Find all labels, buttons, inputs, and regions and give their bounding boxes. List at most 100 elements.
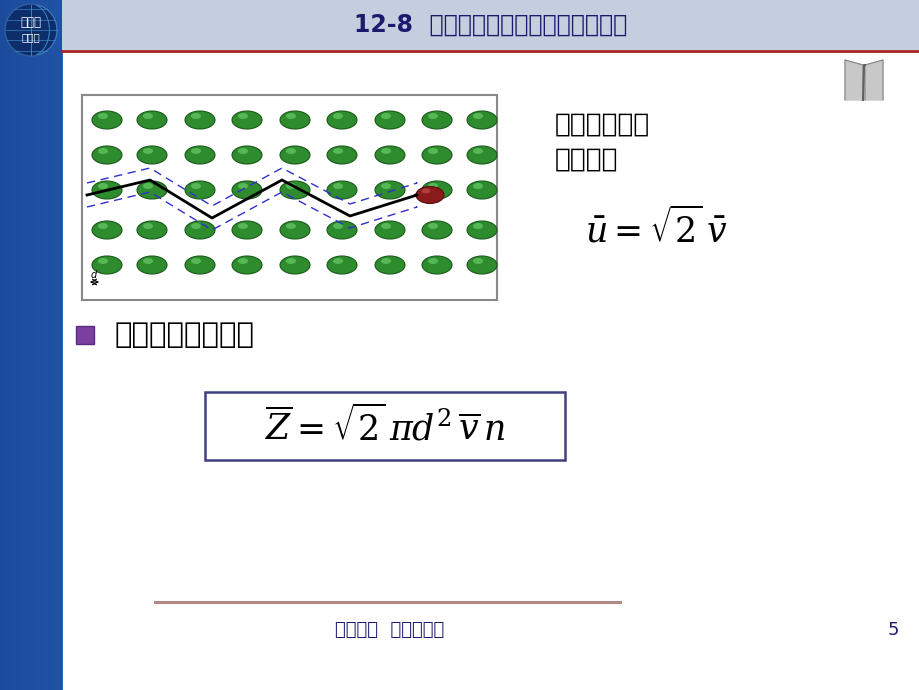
Text: 第五版: 第五版: [22, 32, 40, 42]
Polygon shape: [844, 60, 862, 100]
Ellipse shape: [98, 113, 108, 119]
Ellipse shape: [92, 181, 122, 199]
Ellipse shape: [279, 181, 310, 199]
Ellipse shape: [185, 111, 215, 129]
Text: $\overline{Z} = \sqrt{2}\,\pi d^2\,\overline{v}\,n$: $\overline{Z} = \sqrt{2}\,\pi d^2\,\over…: [265, 405, 505, 447]
Text: 分子平均碰撞次数: 分子平均碰撞次数: [115, 321, 255, 349]
Bar: [2, 0, 4, 690]
Ellipse shape: [380, 223, 391, 229]
Bar: [51, 0, 53, 690]
Text: $d$: $d$: [90, 268, 98, 280]
Ellipse shape: [427, 183, 437, 189]
Ellipse shape: [333, 258, 343, 264]
Bar: [205, 392, 564, 460]
Ellipse shape: [326, 111, 357, 129]
Ellipse shape: [380, 183, 391, 189]
Ellipse shape: [238, 148, 248, 154]
Ellipse shape: [142, 258, 153, 264]
Ellipse shape: [467, 256, 496, 274]
Bar: [43, 0, 46, 690]
Ellipse shape: [375, 181, 404, 199]
Bar: [18, 0, 21, 690]
Bar: [32, 0, 35, 690]
Ellipse shape: [238, 183, 248, 189]
Bar: [34, 0, 37, 690]
Ellipse shape: [142, 113, 153, 119]
Bar: [9, 0, 12, 690]
Ellipse shape: [92, 256, 122, 274]
Ellipse shape: [472, 148, 482, 154]
Bar: [20, 0, 23, 690]
Ellipse shape: [191, 223, 200, 229]
Ellipse shape: [286, 258, 296, 264]
Bar: [56, 0, 58, 690]
Ellipse shape: [92, 111, 122, 129]
Ellipse shape: [333, 223, 343, 229]
Bar: [48, 0, 51, 690]
Bar: [3, 0, 6, 690]
Bar: [36, 0, 39, 690]
Ellipse shape: [191, 113, 200, 119]
Bar: [40, 0, 43, 690]
Ellipse shape: [380, 258, 391, 264]
Bar: [16, 0, 18, 690]
Ellipse shape: [427, 113, 437, 119]
Bar: [39, 0, 41, 690]
Bar: [11, 0, 14, 690]
Bar: [25, 0, 28, 690]
Ellipse shape: [467, 146, 496, 164]
Ellipse shape: [326, 256, 357, 274]
Ellipse shape: [185, 256, 215, 274]
Bar: [47, 0, 49, 690]
Ellipse shape: [232, 221, 262, 239]
Ellipse shape: [238, 258, 248, 264]
Bar: [7, 0, 10, 690]
Ellipse shape: [137, 146, 167, 164]
Ellipse shape: [142, 183, 153, 189]
Ellipse shape: [422, 111, 451, 129]
Ellipse shape: [185, 221, 215, 239]
Ellipse shape: [137, 256, 167, 274]
Text: 考虑其它分子: 考虑其它分子: [554, 112, 650, 138]
Ellipse shape: [467, 111, 496, 129]
Bar: [45, 0, 48, 690]
Text: $\bar{u} = \sqrt{2}\,\bar{v}$: $\bar{u} = \sqrt{2}\,\bar{v}$: [584, 207, 727, 249]
Bar: [0, 0, 62, 690]
Ellipse shape: [238, 223, 248, 229]
Ellipse shape: [286, 148, 296, 154]
Ellipse shape: [333, 113, 343, 119]
Ellipse shape: [380, 148, 391, 154]
Text: 5: 5: [886, 621, 898, 639]
Ellipse shape: [421, 188, 430, 193]
Ellipse shape: [279, 256, 310, 274]
Ellipse shape: [427, 258, 437, 264]
Ellipse shape: [467, 221, 496, 239]
Ellipse shape: [279, 221, 310, 239]
Ellipse shape: [185, 181, 215, 199]
Bar: [37, 0, 40, 690]
Ellipse shape: [427, 223, 437, 229]
Text: 物理学: 物理学: [20, 15, 41, 28]
Bar: [31, 0, 33, 690]
Bar: [27, 0, 28, 690]
Ellipse shape: [92, 221, 122, 239]
Ellipse shape: [380, 113, 391, 119]
Bar: [22, 0, 24, 690]
Ellipse shape: [191, 148, 200, 154]
Bar: [61, 0, 62, 690]
Ellipse shape: [191, 258, 200, 264]
Ellipse shape: [232, 146, 262, 164]
Ellipse shape: [375, 146, 404, 164]
Ellipse shape: [191, 183, 200, 189]
Ellipse shape: [238, 113, 248, 119]
Ellipse shape: [375, 256, 404, 274]
Ellipse shape: [422, 146, 451, 164]
Ellipse shape: [286, 113, 296, 119]
Ellipse shape: [422, 256, 451, 274]
Bar: [50, 0, 52, 690]
Ellipse shape: [232, 256, 262, 274]
Ellipse shape: [286, 183, 296, 189]
Bar: [6, 0, 9, 690]
Bar: [57, 0, 60, 690]
Text: 的运动：: 的运动：: [554, 147, 618, 173]
